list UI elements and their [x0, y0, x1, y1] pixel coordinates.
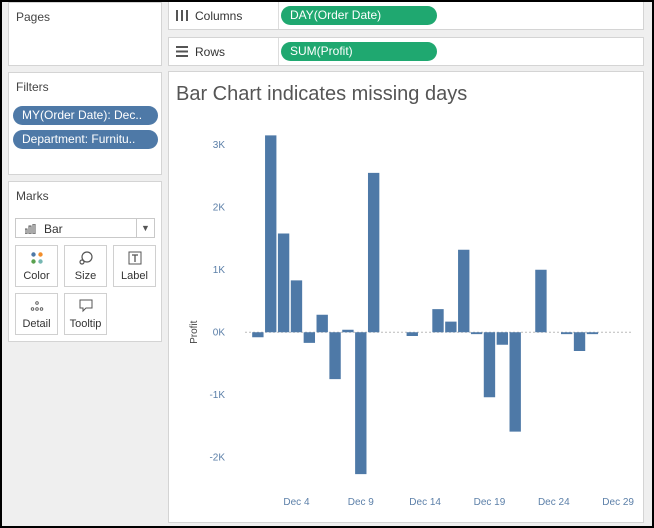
columns-shelf[interactable]: Columns DAY(Order Date)	[168, 1, 644, 30]
columns-icon	[176, 10, 188, 21]
chart-title: Bar Chart indicates missing days	[176, 83, 468, 105]
x-tick-label: Dec 4	[283, 497, 310, 508]
y-tick-label: 2K	[213, 202, 226, 213]
x-tick-label: Dec 29	[602, 497, 634, 508]
bar	[573, 332, 586, 351]
y-tick-label: -1K	[209, 390, 225, 401]
columns-shelf-header: Columns	[169, 2, 279, 29]
bar	[445, 321, 457, 333]
bar	[342, 329, 354, 333]
bar	[303, 332, 316, 343]
bar	[483, 332, 496, 398]
detail-button[interactable]: Detail	[15, 293, 58, 335]
bar	[432, 309, 444, 333]
y-tick-label: 0K	[213, 327, 226, 338]
x-tick-label: Dec 9	[348, 497, 375, 508]
filters-title: Filters	[16, 80, 49, 94]
label-button[interactable]: Label	[113, 245, 156, 287]
y-tick-label: 1K	[213, 265, 226, 276]
chart-card: Bar Chart indicates missing days 3K 2K 1K 0…	[168, 71, 644, 523]
bar-chart: 3K 2K 1K 0K -1K -2K Profit Dec 4 Dec 9 Dec 14 Dec …	[189, 135, 634, 508]
bar	[277, 233, 290, 333]
bar	[509, 332, 521, 432]
columns-label: Columns	[195, 9, 243, 23]
rows-label: Rows	[195, 45, 226, 59]
size-button-label: Size	[74, 270, 97, 282]
rows-shelf-header: Rows	[169, 38, 279, 65]
bar	[329, 332, 341, 380]
tooltip-button-label: Tooltip	[69, 318, 102, 330]
bar	[560, 332, 573, 335]
color-button-label: Color	[23, 270, 50, 282]
x-tick-label: Dec 24	[538, 497, 570, 508]
rows-shelf[interactable]: Rows SUM(Profit)	[168, 37, 644, 66]
label-icon	[114, 251, 155, 265]
bar	[290, 280, 303, 333]
tooltip-icon	[65, 299, 106, 313]
bar	[406, 332, 418, 336]
x-tick-label: Dec 19	[474, 497, 506, 508]
bar	[535, 269, 547, 333]
detail-icon	[16, 299, 57, 313]
marks-card: Marks Bar ▼ Color Size	[8, 181, 162, 342]
y-tick-label: 3K	[213, 140, 226, 151]
mark-type-dropdown[interactable]: Bar ▼	[15, 218, 155, 238]
rows-pill[interactable]: SUM(Profit)	[281, 42, 437, 61]
pages-card[interactable]: Pages	[8, 2, 162, 66]
filter-pill-department[interactable]: Department: Furnitu..	[13, 130, 158, 149]
bar	[586, 332, 599, 335]
bar	[355, 332, 367, 475]
filters-card: Filters MY(Order Date): Dec.. Department…	[8, 72, 162, 175]
pages-title: Pages	[16, 10, 51, 24]
tooltip-button[interactable]: Tooltip	[64, 293, 107, 335]
rows-icon	[176, 46, 188, 57]
bar	[316, 314, 328, 333]
size-icon	[65, 251, 106, 265]
color-button[interactable]: Color	[15, 245, 58, 287]
y-tick-label: -2K	[209, 452, 225, 463]
size-button[interactable]: Size	[64, 245, 107, 287]
columns-pill[interactable]: DAY(Order Date)	[281, 6, 437, 25]
bar-chart-icon	[25, 224, 36, 234]
y-axis-title: Profit	[189, 320, 200, 344]
color-dots-icon	[16, 251, 57, 265]
bar	[367, 172, 380, 333]
bar	[265, 135, 277, 333]
chevron-down-icon[interactable]: ▼	[136, 219, 154, 237]
mark-type-label: Bar	[44, 222, 63, 236]
bar	[470, 332, 483, 335]
x-tick-label: Dec 14	[409, 497, 441, 508]
marks-title: Marks	[16, 189, 49, 203]
bar	[458, 249, 470, 333]
bar	[496, 332, 509, 345]
bar	[252, 332, 264, 338]
label-button-label: Label	[121, 270, 148, 282]
filter-pill-order-date[interactable]: MY(Order Date): Dec..	[13, 106, 158, 125]
detail-button-label: Detail	[22, 318, 51, 330]
